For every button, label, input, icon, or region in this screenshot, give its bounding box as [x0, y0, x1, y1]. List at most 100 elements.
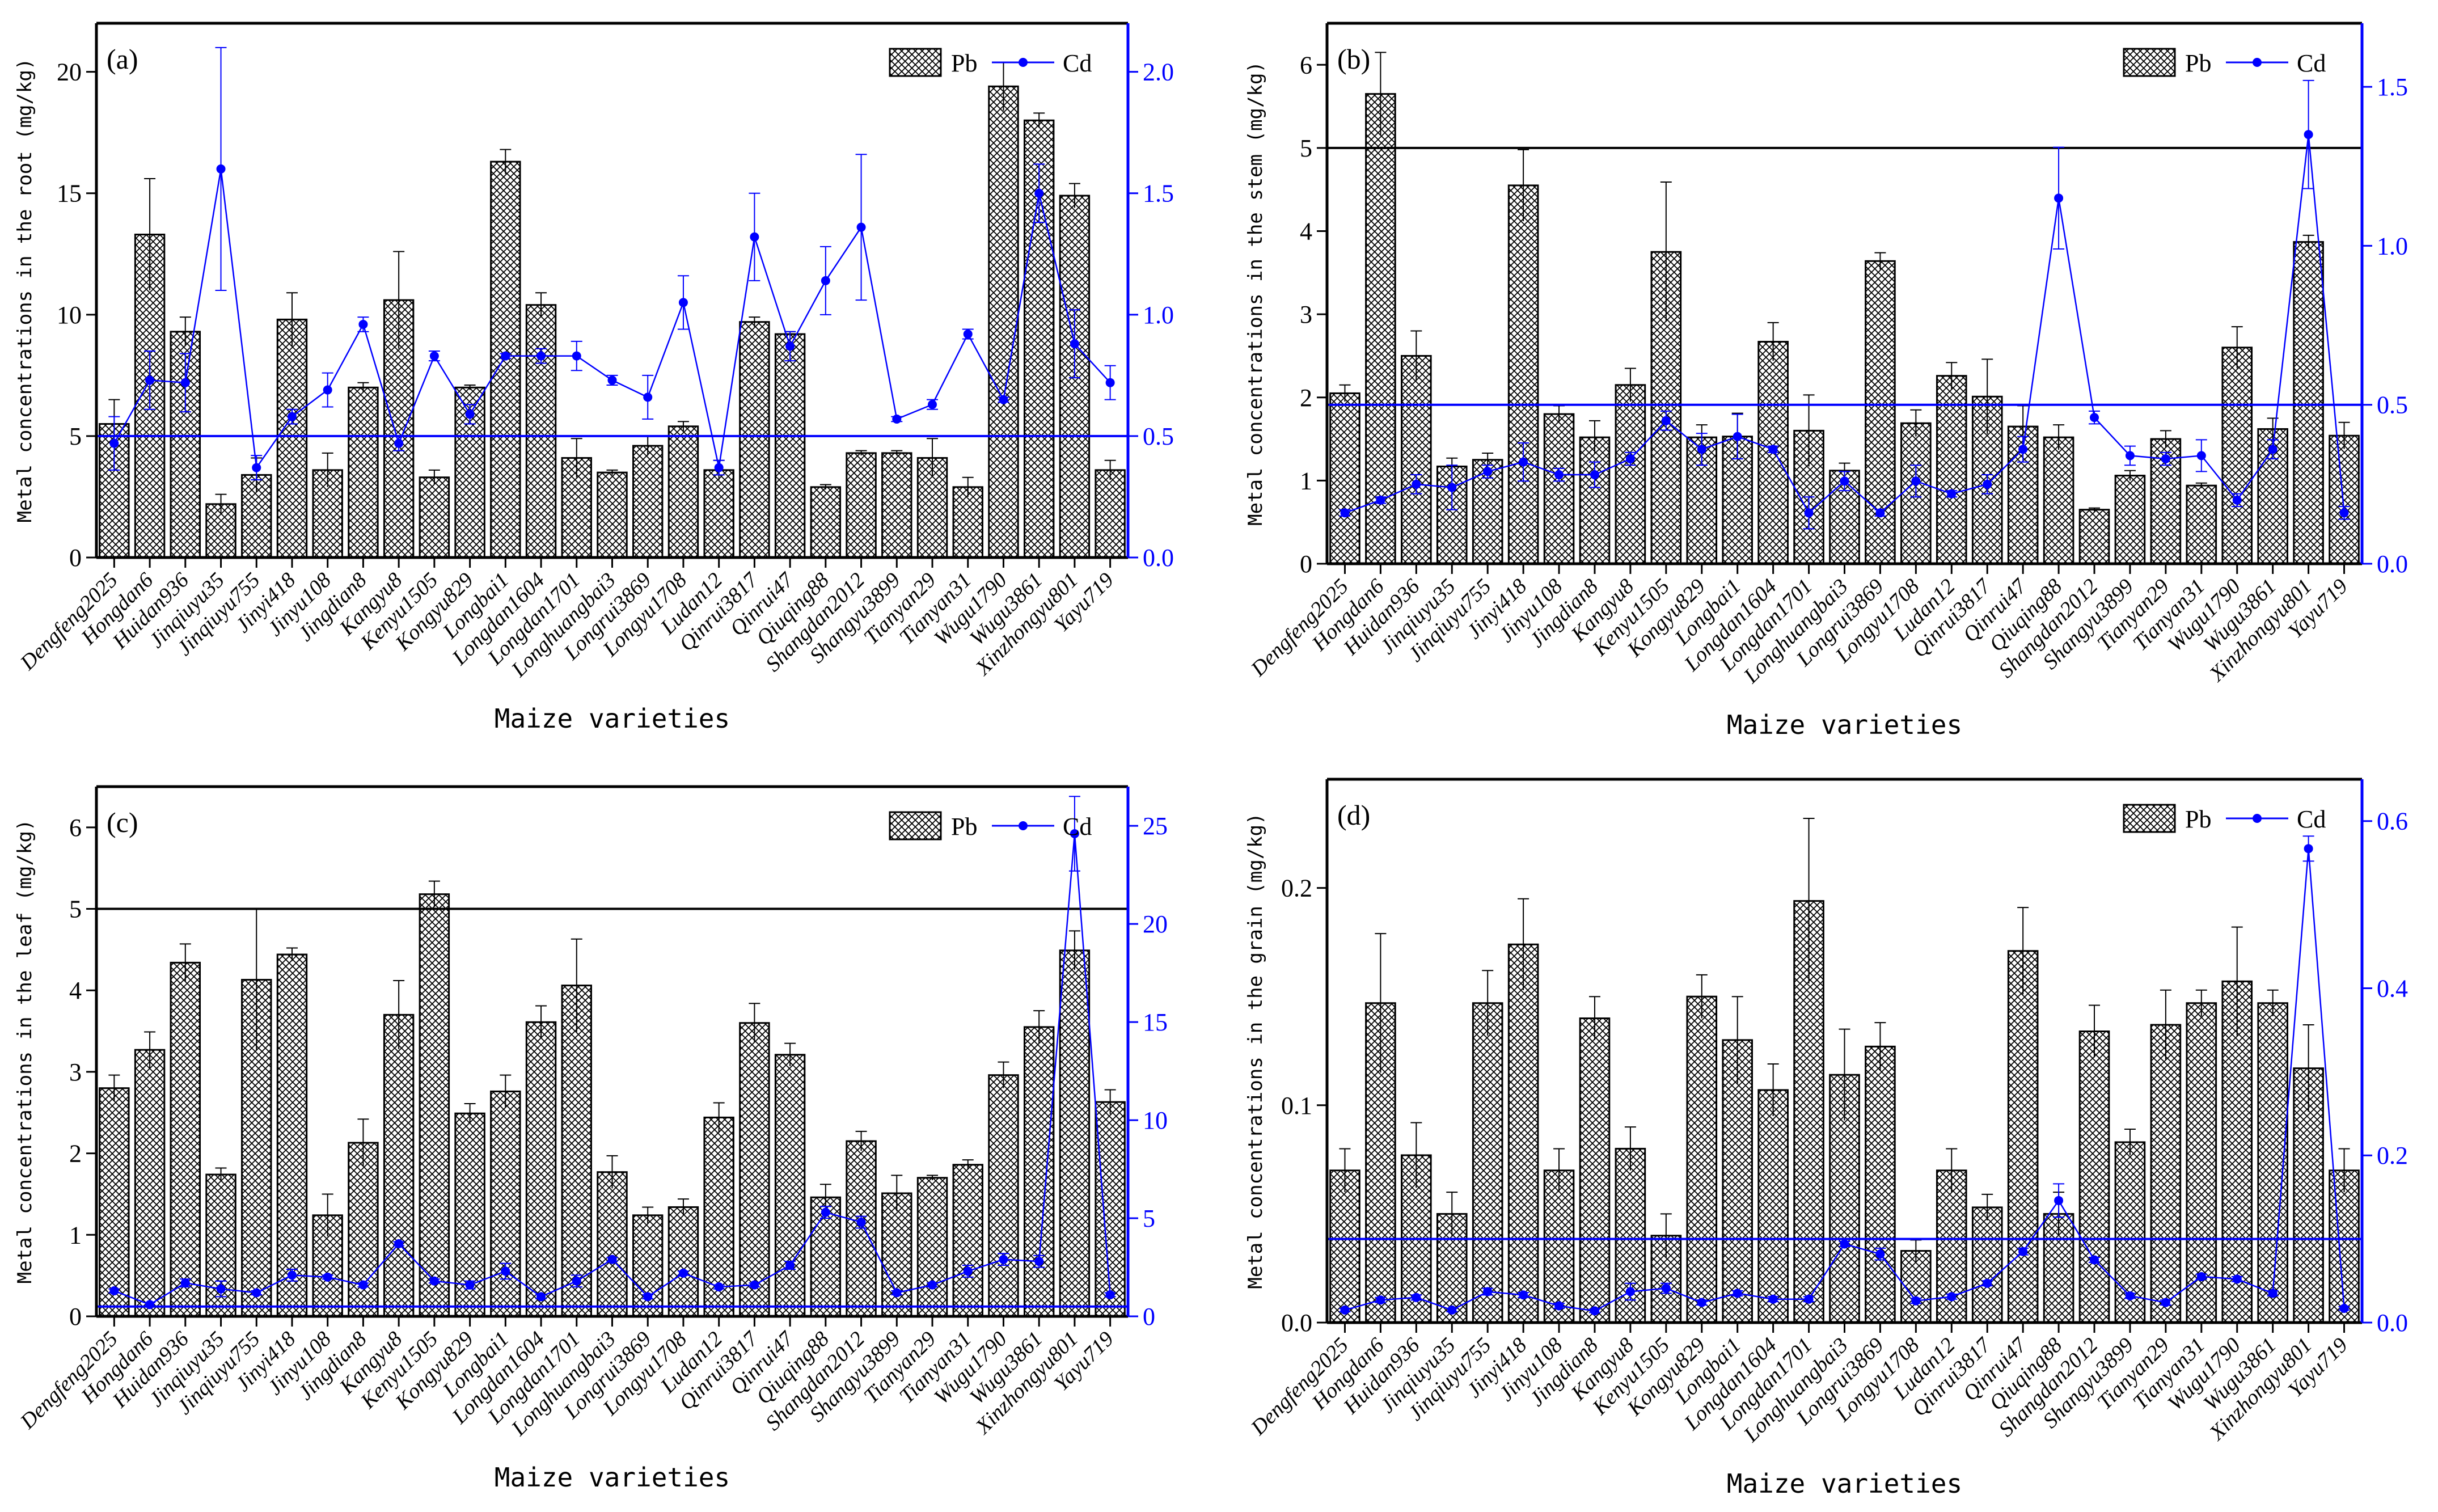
pb-error-bar — [2338, 421, 2350, 449]
cd-line — [113, 168, 1111, 470]
cd-point — [1590, 470, 1599, 480]
cd-point — [1105, 1290, 1115, 1299]
pb-bar — [419, 893, 450, 1317]
pb-error-bar — [357, 1118, 369, 1167]
pb-error-bar — [1339, 384, 1351, 402]
cd-point — [109, 438, 119, 448]
pb-bar — [2257, 1002, 2288, 1324]
y-axis-title: Metal concentrations in the grain (mg/kg… — [1244, 813, 1267, 1289]
pb-error-bar — [2124, 1128, 2136, 1155]
pb-error-bar — [1588, 996, 1600, 1040]
cd-point — [1483, 467, 1493, 476]
cd-point — [1911, 1296, 1921, 1306]
cd-point — [2018, 1247, 2028, 1256]
right-tick-label: 15 — [1143, 1008, 1168, 1036]
pb-bar — [1615, 384, 1646, 565]
cd-point — [1070, 339, 1079, 349]
cd-point — [2125, 451, 2135, 461]
pb-bar — [1059, 949, 1091, 1317]
pb-bar — [2186, 484, 2217, 565]
cd-point — [1947, 1292, 1957, 1302]
pb-bar — [1722, 1039, 1753, 1324]
pb-bar — [881, 452, 912, 559]
pb-error-bar — [393, 979, 405, 1049]
pb-bar — [952, 1164, 983, 1317]
pb-bar — [1579, 436, 1611, 565]
pb-error-bar — [1068, 183, 1080, 208]
cd-point — [465, 409, 475, 419]
cd-point — [643, 1292, 653, 1302]
cd-point — [821, 276, 830, 285]
cd-point — [1875, 1249, 1885, 1259]
pb-bar — [1722, 436, 1753, 565]
panel-label: (b) — [1337, 43, 1370, 75]
cd-point — [145, 375, 155, 385]
pb-bar — [2293, 241, 2324, 565]
cd-point — [2125, 1291, 2135, 1300]
cd-point — [572, 1276, 581, 1286]
right-tick-label: 0.6 — [2377, 808, 2408, 835]
pb-bar — [419, 476, 450, 559]
legend-cd-marker — [2253, 58, 2262, 67]
pb-bar — [170, 961, 201, 1317]
left-tick-label: 0.2 — [1281, 875, 1312, 902]
pb-error-bar — [998, 1061, 1009, 1088]
pb-error-bar — [2231, 926, 2243, 1036]
legend-pb-label: Pb — [951, 49, 977, 77]
cd-point — [429, 351, 439, 361]
pb-bar — [988, 1074, 1019, 1317]
cd-point — [1447, 1305, 1457, 1315]
pb-error-bar — [322, 452, 333, 487]
legend-cd-marker — [1019, 58, 1028, 67]
pb-error-bar — [677, 421, 689, 432]
cd-point — [536, 1292, 546, 1302]
pb-error-bar — [1731, 996, 1743, 1084]
cd-point — [287, 412, 297, 421]
pb-bar — [667, 425, 699, 559]
pb-bar — [1865, 260, 1896, 565]
pb-bar — [1365, 93, 1396, 565]
pb-bar — [774, 1054, 806, 1317]
pb-error-bar — [2195, 989, 2207, 1016]
cd-point — [2268, 445, 2278, 454]
pb-bar — [1971, 1206, 2003, 1324]
cd-point — [252, 1288, 261, 1298]
cd-point — [2339, 1303, 2349, 1313]
pb-bar — [525, 1021, 557, 1317]
legend-cd-label: Cd — [1063, 49, 1092, 77]
legend-cd-marker — [2253, 814, 2262, 823]
cd-point — [109, 1286, 119, 1296]
left-tick-label: 15 — [57, 180, 82, 208]
pb-error-bar — [286, 947, 298, 961]
legend-pb-swatch — [2123, 804, 2176, 833]
pb-bar — [846, 1140, 877, 1317]
cd-point — [1947, 489, 1957, 499]
pb-bar — [916, 1177, 948, 1317]
cd-point — [145, 1300, 155, 1310]
cd-point — [1519, 1290, 1528, 1300]
cd-point — [821, 1207, 830, 1217]
right-tick-label: 0.5 — [1143, 423, 1174, 450]
cd-point — [2232, 1274, 2242, 1284]
pb-error-bar — [428, 469, 440, 485]
pb-error-bar — [1482, 453, 1494, 467]
cd-point — [1034, 188, 1044, 198]
left-tick-label: 3 — [1300, 301, 1312, 328]
cd-point — [714, 463, 724, 472]
pb-error-bar — [1660, 1213, 1672, 1258]
pb-bar — [846, 452, 877, 559]
pb-error-bar — [464, 384, 476, 390]
pb-error-bar — [144, 178, 156, 290]
cd-point — [1340, 1305, 1350, 1315]
cd-point — [1412, 479, 1421, 489]
right-tick-label: 10 — [1143, 1106, 1168, 1134]
pb-bar — [1095, 1101, 1126, 1317]
pb-bar — [1401, 354, 1432, 565]
pb-error-bar — [713, 1102, 725, 1133]
pb-error-bar — [500, 1074, 512, 1108]
left-tick-label: 5 — [1300, 134, 1312, 162]
right-tick-label: 1.5 — [1143, 180, 1174, 208]
cd-point — [501, 351, 510, 361]
pb-bar — [1329, 392, 1360, 565]
